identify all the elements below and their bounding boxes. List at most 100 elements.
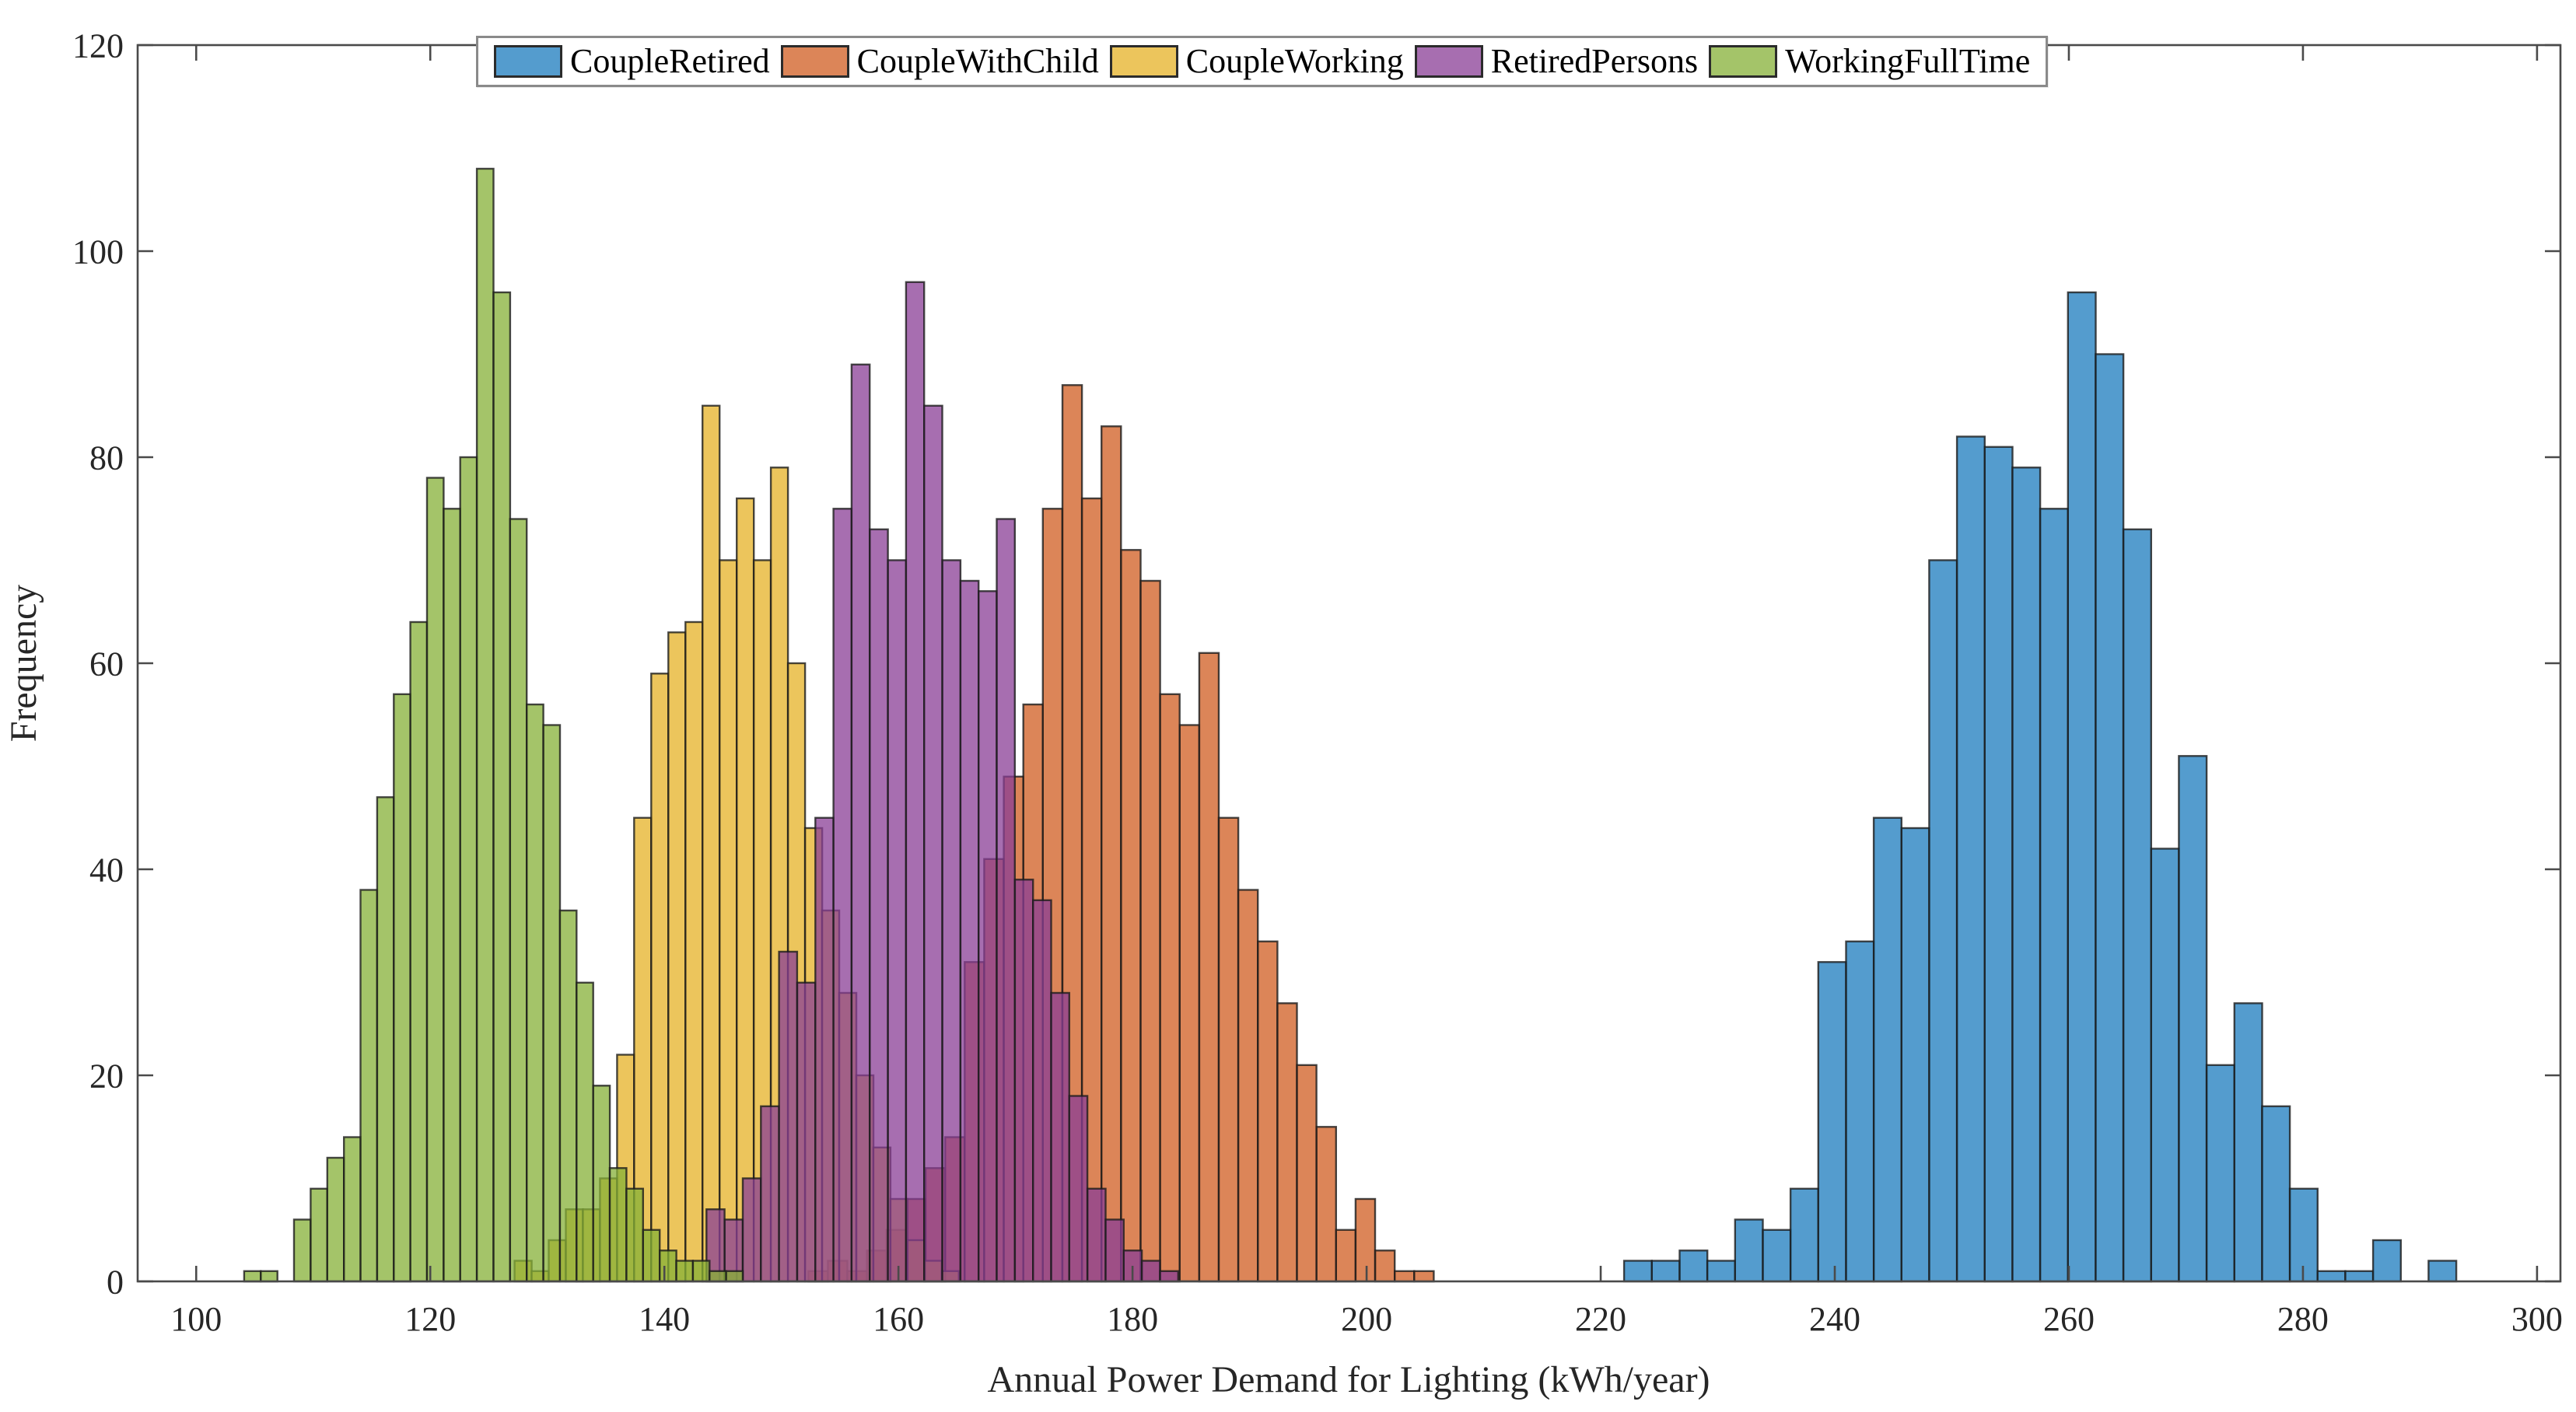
histogram-bar xyxy=(2095,353,2125,1283)
y-tick-label: 40 xyxy=(89,851,124,889)
x-tick-label: 240 xyxy=(1809,1300,1860,1338)
histogram-bar xyxy=(1678,1249,1709,1283)
series-RetiredPersons xyxy=(705,281,1179,1283)
histogram-bar xyxy=(2205,1064,2236,1283)
histogram-bar xyxy=(905,281,926,1283)
legend-swatch-icon xyxy=(780,45,849,78)
histogram-bar xyxy=(667,631,687,1283)
histogram-bar xyxy=(2371,1239,2403,1283)
histogram-bar xyxy=(996,518,1016,1283)
histogram-bar xyxy=(1762,1229,1792,1283)
histogram-bar xyxy=(1104,1218,1125,1283)
histogram-bar xyxy=(2344,1270,2375,1283)
y-tick-label: 120 xyxy=(72,26,124,65)
legend-item-coupleworking: CoupleWorking xyxy=(1109,42,1404,80)
histogram-bar xyxy=(1139,579,1161,1283)
histogram-bar xyxy=(2150,848,2180,1283)
histogram-bar xyxy=(650,673,670,1283)
bars-layer xyxy=(243,167,2458,1283)
histogram-bar xyxy=(2067,291,2097,1283)
y-tick-label: 100 xyxy=(72,232,124,271)
histogram-bar xyxy=(558,909,578,1283)
histogram-bar xyxy=(326,1156,345,1283)
histogram-bar xyxy=(959,579,980,1283)
histogram-bar xyxy=(592,1085,611,1283)
histogram-bar xyxy=(741,1177,762,1283)
histogram-bar xyxy=(1086,1187,1107,1283)
histogram-bar xyxy=(1789,1187,1820,1283)
legend-item-workingfulltime: WorkingFullTime xyxy=(1709,44,2030,79)
histogram-bar xyxy=(941,559,962,1283)
legend-label: RetiredPersons xyxy=(1490,42,1699,80)
histogram-bar xyxy=(1872,816,1903,1283)
histogram-bar xyxy=(526,703,544,1283)
histogram-bar xyxy=(1845,940,1875,1283)
histogram-bar xyxy=(1413,1270,1435,1283)
histogram-bar xyxy=(1140,1260,1161,1283)
legend-label: CoupleWithChild xyxy=(856,42,1099,80)
histogram-bar xyxy=(725,1270,744,1283)
histogram-bar xyxy=(310,1187,328,1283)
histogram-bar xyxy=(675,1260,695,1283)
x-tick-label: 280 xyxy=(2277,1300,2329,1338)
histogram-bar xyxy=(1315,1126,1337,1283)
x-axis-label: Annual Power Demand for Lighting (kWh/ye… xyxy=(987,1359,1710,1400)
histogram-bar xyxy=(1928,559,1958,1283)
histogram-bar xyxy=(343,1136,362,1283)
histogram-bar xyxy=(2178,755,2208,1283)
histogram-bar xyxy=(393,693,411,1283)
legend-swatch-icon xyxy=(1709,45,1778,78)
histogram-bar xyxy=(2427,1260,2458,1283)
histogram-bar xyxy=(2122,528,2153,1283)
histogram-bar xyxy=(2011,467,2042,1283)
histogram-bar xyxy=(359,889,379,1283)
x-tick-label: 160 xyxy=(873,1300,924,1338)
histogram-bar xyxy=(1374,1249,1396,1283)
histogram-bar xyxy=(642,1229,661,1283)
legend: CoupleRetired CoupleWithChild CoupleWorkin… xyxy=(476,36,2049,87)
histogram-bar xyxy=(1050,991,1070,1283)
histogram-bar xyxy=(243,1270,262,1283)
histogram-bar xyxy=(409,620,429,1283)
histogram-bar xyxy=(475,167,495,1283)
series-CoupleRetired xyxy=(1622,291,2458,1283)
histogram-bar xyxy=(1178,724,1201,1283)
histogram-bar xyxy=(736,497,755,1283)
histogram-bar xyxy=(778,950,799,1283)
histogram-bar xyxy=(814,816,835,1283)
histogram-bar xyxy=(1120,549,1142,1283)
legend-swatch-icon xyxy=(1414,45,1483,78)
legend-item-retiredpersons: RetiredPersons xyxy=(1414,42,1699,80)
histogram-bar xyxy=(2233,1002,2263,1283)
histogram-bar xyxy=(1276,1002,1298,1283)
histogram-bar xyxy=(1031,899,1052,1283)
histogram-bar xyxy=(1393,1270,1416,1283)
histogram-bar xyxy=(492,291,512,1283)
x-tick-label: 100 xyxy=(170,1300,222,1338)
legend-swatch-icon xyxy=(494,45,562,78)
histogram-bar xyxy=(760,1105,780,1283)
histogram-bar xyxy=(1217,816,1240,1283)
histogram-bar xyxy=(1159,1270,1179,1283)
histogram-bar xyxy=(1100,425,1122,1283)
x-tick-label: 140 xyxy=(639,1300,690,1338)
histogram-bar xyxy=(459,456,478,1283)
histogram-bar xyxy=(887,559,908,1283)
histogram-bar xyxy=(1257,940,1279,1283)
histogram-bar xyxy=(1817,961,1847,1283)
histogram-bar xyxy=(850,363,871,1283)
histogram-bar xyxy=(625,1187,645,1283)
x-tick-label: 120 xyxy=(404,1300,456,1338)
histogram-bar xyxy=(542,724,562,1283)
histogram-bar xyxy=(977,590,998,1283)
histogram-bar xyxy=(869,528,889,1283)
histogram-bar xyxy=(832,508,853,1283)
histogram-bar xyxy=(608,1167,628,1283)
legend-label: WorkingFullTime xyxy=(1785,42,2031,80)
histogram-bar xyxy=(796,981,817,1283)
legend-label: CoupleWorking xyxy=(1185,42,1404,80)
histogram-bar xyxy=(443,508,462,1283)
histogram-bar xyxy=(2261,1105,2291,1283)
y-tick-label: 0 xyxy=(107,1263,124,1301)
